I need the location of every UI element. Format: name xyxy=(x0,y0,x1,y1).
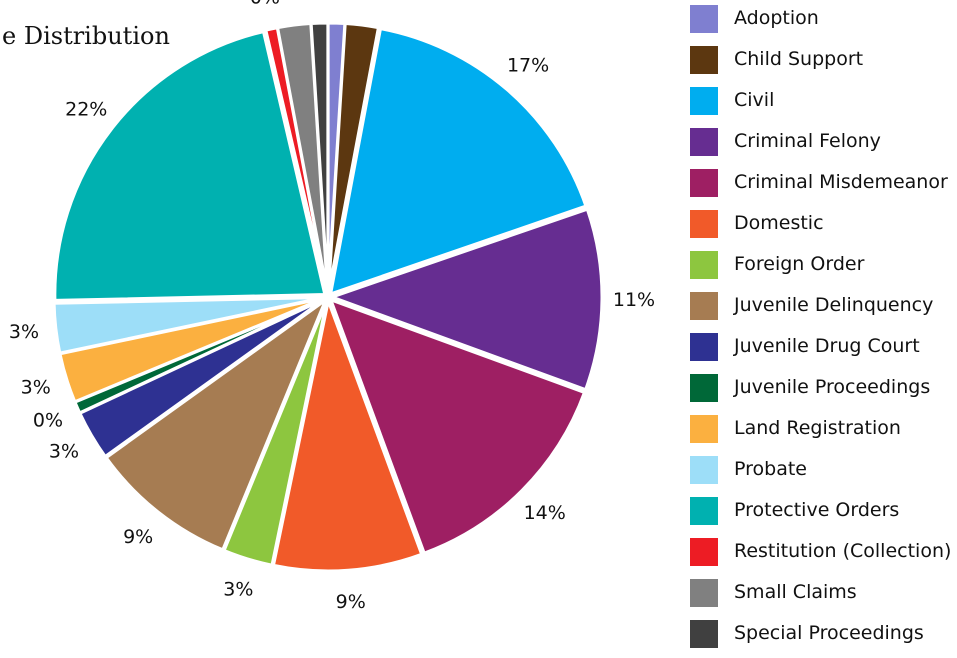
legend-swatch xyxy=(690,333,718,361)
slice-label-restitution-collection: 0% xyxy=(250,0,280,9)
legend-swatch xyxy=(690,87,718,115)
slice-label-civil: 17% xyxy=(507,54,549,76)
legend-swatch xyxy=(690,579,718,607)
legend-label: Domestic xyxy=(734,212,824,234)
slice-label-juvenile-delinquency: 9% xyxy=(123,526,153,548)
legend-label: Civil xyxy=(734,89,775,111)
legend-swatch xyxy=(690,538,718,566)
pie-slice-juvenile-delinquency xyxy=(104,295,329,552)
legend-label: Adoption xyxy=(734,7,819,29)
legend-label: Juvenile Proceedings xyxy=(734,376,931,398)
chart-title: e Distribution xyxy=(2,22,170,50)
legend-label: Probate xyxy=(734,458,807,480)
legend-label: Foreign Order xyxy=(734,253,865,275)
slice-label-criminal-misdemeanor: 14% xyxy=(524,502,566,524)
legend-label: Small Claims xyxy=(734,581,857,603)
legend-label: Special Proceedings xyxy=(734,622,924,644)
legend-swatch xyxy=(690,5,718,33)
legend-label: Protective Orders xyxy=(734,499,900,521)
slice-label-juvenile-drug-court: 3% xyxy=(49,441,79,463)
slice-label-small-claims: 2% xyxy=(275,0,305,4)
legend-swatch xyxy=(690,497,718,525)
pie-slice-criminal-felony xyxy=(327,207,604,392)
slice-label-child-support: 2% xyxy=(351,0,381,4)
pie-percent-labels: 1%2%17%11%14%9%3%9%3%0%3%3%22%0%2%1% xyxy=(9,0,655,613)
pie-slice-civil xyxy=(328,26,588,297)
legend-swatch xyxy=(690,415,718,443)
legend-label: Land Registration xyxy=(734,417,901,439)
legend-swatch xyxy=(690,128,718,156)
slice-label-special-proceedings: 1% xyxy=(303,0,333,2)
legend-swatch xyxy=(690,374,718,402)
legend-swatch xyxy=(690,46,718,74)
slice-label-criminal-felony: 11% xyxy=(613,289,655,311)
legend-label: Criminal Felony xyxy=(734,130,881,152)
legend-label: Juvenile Delinquency xyxy=(734,294,934,316)
legend-label: Juvenile Drug Court xyxy=(734,335,920,357)
pie-slice-probate xyxy=(52,295,325,355)
pie-slices xyxy=(52,21,604,573)
pie-slice-child-support xyxy=(326,21,381,294)
legend-label: Child Support xyxy=(734,48,864,70)
legend-swatch xyxy=(690,169,718,197)
legend-swatch xyxy=(690,210,718,238)
slice-label-protective-orders: 22% xyxy=(65,98,107,120)
legend-swatch xyxy=(690,456,718,484)
legend-swatch xyxy=(690,292,718,320)
slice-label-juvenile-proceedings: 0% xyxy=(33,409,63,431)
slice-label-land-registration: 3% xyxy=(21,377,51,399)
legend-label: Restitution (Collection) xyxy=(734,540,952,562)
slice-label-probate: 3% xyxy=(9,321,39,343)
legend-swatch xyxy=(690,251,718,279)
legend-label: Criminal Misdemeanor xyxy=(734,171,948,193)
slice-label-foreign-order: 3% xyxy=(223,579,253,601)
pie-slice-domestic xyxy=(271,295,424,573)
pie-slice-special-proceedings xyxy=(309,21,330,294)
pie-slice-criminal-misdemeanor xyxy=(328,297,587,556)
legend-swatch xyxy=(690,620,718,648)
slice-label-domestic: 9% xyxy=(336,591,366,613)
slice-label-adoption: 1% xyxy=(322,0,352,2)
pie-slice-protective-orders xyxy=(53,29,327,302)
